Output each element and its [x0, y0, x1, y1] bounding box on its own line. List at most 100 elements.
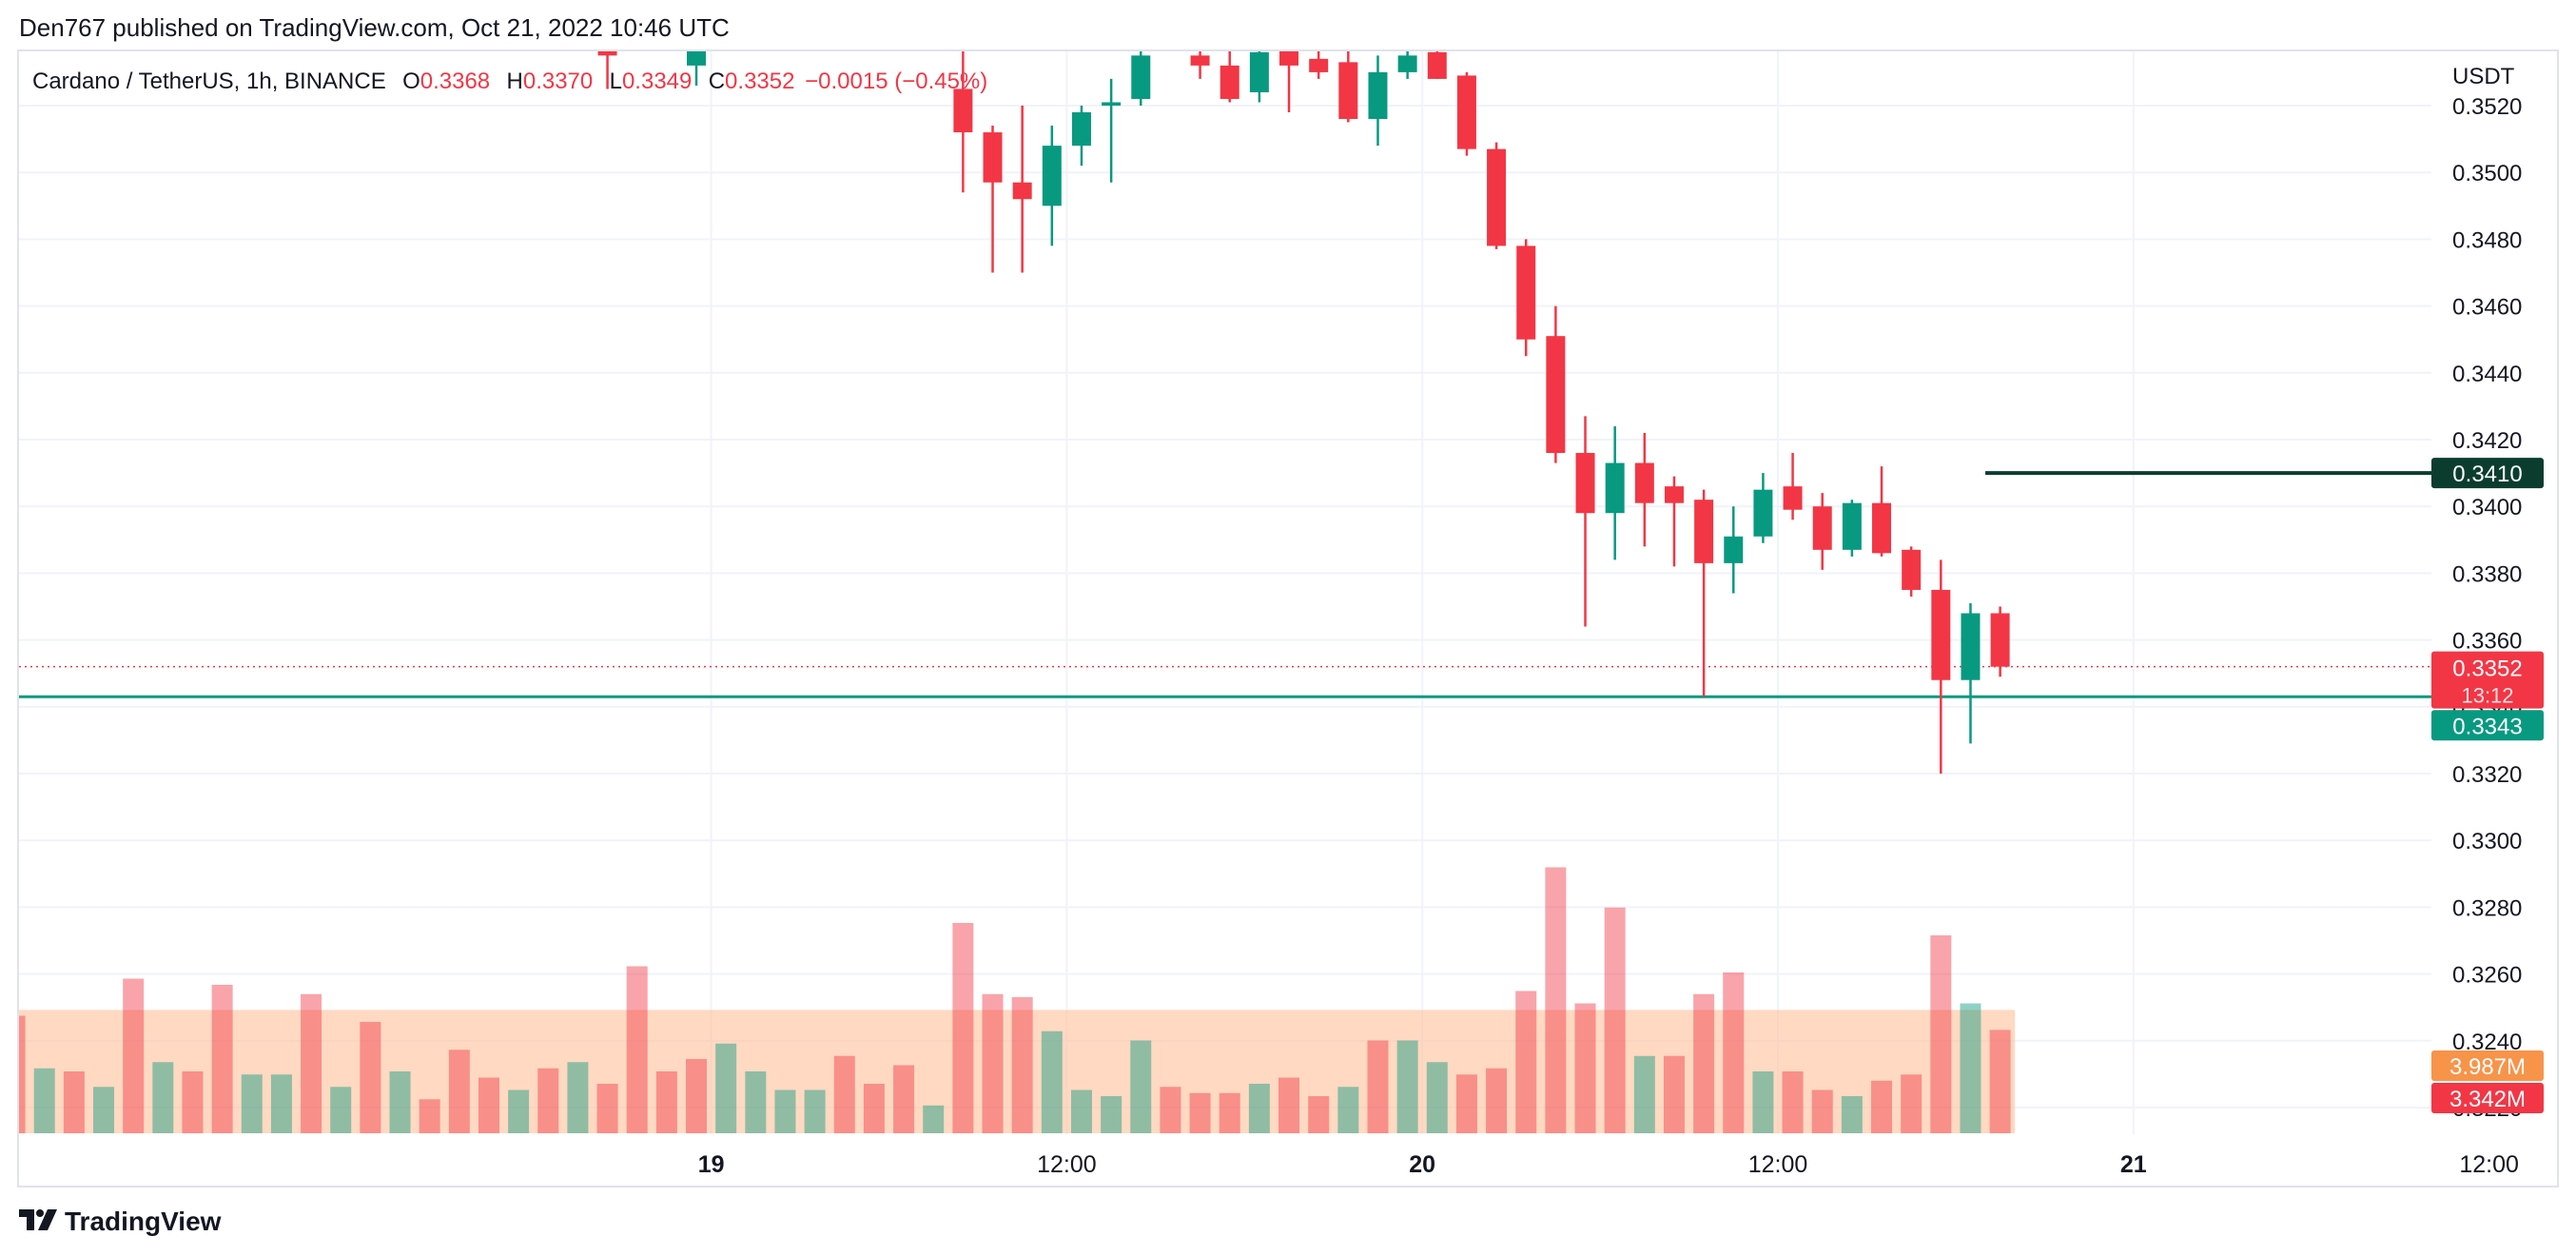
volume-bar	[1278, 1077, 1300, 1133]
candle-body	[1783, 486, 1803, 510]
volume-bar	[567, 1062, 589, 1133]
candle-body	[1575, 453, 1595, 514]
volume-ma-area	[19, 1010, 2016, 1133]
volume-bar	[1841, 1096, 1863, 1133]
volume-bar	[952, 923, 974, 1133]
candle-body	[1961, 613, 1981, 680]
y-tick-label: 0.3400	[2452, 495, 2522, 520]
candle-body	[1664, 486, 1684, 503]
volume-bar	[1960, 1003, 1981, 1133]
volume-ma-tag-text: 3.987M	[2449, 1054, 2526, 1080]
volume-bar	[270, 1074, 292, 1133]
volume-bar	[1041, 1030, 1063, 1133]
volume-bar	[655, 1071, 677, 1133]
candle-body	[1694, 500, 1714, 563]
volume-bar	[1308, 1096, 1330, 1133]
y-tick-label: 0.3440	[2452, 362, 2522, 387]
candle-body	[1753, 489, 1773, 537]
y-tick-label: 0.3460	[2452, 295, 2522, 321]
volume-bar	[1633, 1055, 1655, 1133]
candle-body	[1012, 182, 1032, 200]
candle-body	[1487, 148, 1507, 246]
volume-bar	[182, 1071, 204, 1133]
resistance-price-tag	[2431, 458, 2544, 489]
volume-bar	[893, 1065, 915, 1133]
volume-bar	[241, 1074, 263, 1133]
volume-bar	[833, 1055, 855, 1133]
volume-bar	[923, 1105, 945, 1133]
volume-bar	[1486, 1068, 1508, 1133]
volume-bar	[330, 1087, 352, 1133]
y-tick-label: 0.3380	[2452, 561, 2522, 587]
legend-symbol: Cardano / TetherUS, 1h, BINANCE	[32, 69, 386, 94]
candle-body	[1634, 462, 1654, 503]
price-axis: 0.3520 0.3500 0.3480 0.3460 0.3440 0.3420 0.34…	[2452, 64, 2522, 1122]
volume-bar	[1515, 991, 1537, 1133]
volume-bar	[686, 1059, 708, 1133]
volume-bar	[1130, 1040, 1152, 1133]
grid-layer	[19, 51, 2431, 1134]
y-tick-label: 0.3320	[2452, 762, 2522, 788]
symbol-legend: Cardano / TetherUS, 1h, BINANCE O0.3368 …	[32, 69, 991, 95]
volume-last-tag	[2431, 1083, 2544, 1113]
volume-bar	[1545, 867, 1567, 1133]
last-price-tag-text: 0.3352	[2452, 657, 2522, 682]
volume-ma-tag	[2431, 1050, 2544, 1081]
support-price-tag	[2431, 710, 2544, 741]
candle-body	[1131, 55, 1151, 99]
volume-bar	[478, 1077, 499, 1133]
x-tick-label: 19	[698, 1151, 725, 1178]
y-tick-label: 0.3260	[2452, 963, 2522, 989]
candle-body	[1397, 55, 1417, 72]
volume-bar	[152, 1062, 174, 1133]
volume-bar	[774, 1089, 796, 1133]
volume-bar	[448, 1050, 470, 1133]
volume-bar	[1189, 1092, 1211, 1133]
volume-bar	[1426, 1062, 1448, 1133]
volume-bar	[389, 1071, 411, 1133]
candle-body	[1042, 146, 1062, 206]
candle-body	[1812, 506, 1832, 550]
tradingview-brand[interactable]: TradingView	[19, 1207, 221, 1237]
volume-bar	[1752, 1071, 1774, 1133]
candle-body	[983, 132, 1003, 183]
volume-bar	[1930, 935, 1952, 1133]
legend-high-label: H	[506, 69, 523, 94]
candle-body	[1605, 462, 1625, 514]
volume-bar	[1367, 1040, 1389, 1133]
volume-bar	[982, 993, 1004, 1133]
candle-body	[1902, 549, 1922, 590]
legend-low-value: 0.3349	[621, 69, 693, 94]
currency-label: USDT	[2452, 64, 2515, 89]
candle-body	[1872, 502, 1892, 554]
tradingview-logo-icon	[19, 1207, 57, 1237]
volume-bar	[63, 1071, 85, 1133]
chart-frame[interactable]	[17, 49, 2559, 1187]
volume-bar	[19, 1015, 26, 1133]
candle-body	[1309, 58, 1329, 72]
candle-body	[1931, 589, 1951, 680]
volume-bar	[1070, 1089, 1092, 1133]
candle-body	[1724, 536, 1744, 563]
candles-layer	[597, 51, 2010, 774]
candle-body	[1427, 51, 1447, 79]
volume-bar	[419, 1099, 440, 1133]
legend-change: −0.0015 (−0.45%)	[805, 69, 988, 94]
candle-body	[1279, 51, 1299, 66]
volume-bar	[804, 1089, 826, 1133]
volume-bar	[1811, 1089, 1833, 1133]
legend-open-label: O	[402, 69, 420, 94]
last-price-tag	[2431, 651, 2544, 709]
brand-name: TradingView	[65, 1207, 222, 1236]
volume-bar	[596, 1084, 618, 1133]
candle-body	[1249, 51, 1269, 92]
candle-body	[1220, 65, 1239, 99]
volume-bar	[508, 1089, 530, 1133]
volume-bar	[1901, 1074, 1922, 1133]
volume-bar	[537, 1068, 559, 1133]
volume-last-tag-text: 3.342M	[2449, 1087, 2526, 1112]
volume-bar	[1455, 1074, 1477, 1133]
volume-bar	[360, 1022, 381, 1133]
